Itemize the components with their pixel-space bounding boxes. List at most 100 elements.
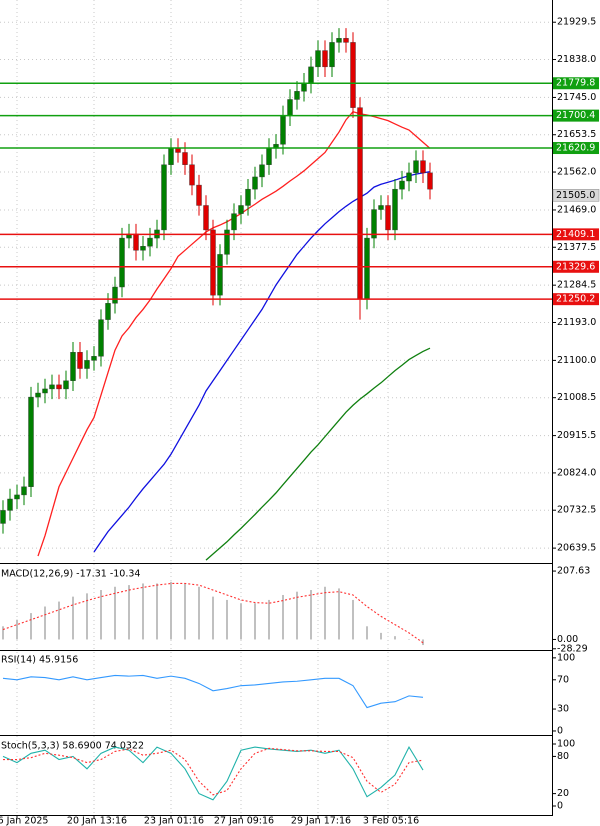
y-tick-label: 21469.0 (557, 204, 596, 215)
candle-body (350, 42, 356, 108)
macd-bar (352, 599, 354, 640)
y-tick-label: 21377.5 (557, 242, 596, 253)
candle-body (427, 172, 433, 190)
candle-body (217, 254, 223, 296)
candle-body (147, 237, 153, 247)
level-label-box (553, 260, 599, 273)
level-label: 21409.1 (556, 229, 595, 240)
level-label-box (553, 293, 599, 306)
candle-body (98, 319, 104, 357)
macd-bar (184, 583, 186, 640)
candle-body (336, 38, 342, 43)
y-tick-label: 20 (557, 788, 569, 799)
y-tick-label: 20824.0 (557, 467, 596, 478)
y-tick-label: 21008.5 (557, 392, 596, 403)
moving-average (93, 170, 431, 553)
candle-body (378, 205, 384, 210)
x-tick-label: 3 Feb 05:16 (363, 816, 419, 826)
macd-bar (170, 581, 172, 640)
level-label-box (553, 142, 599, 155)
candle-body (357, 107, 363, 300)
macd-bar (394, 636, 396, 640)
candle-body (161, 164, 167, 231)
y-tick-label: 100 (557, 652, 575, 663)
candle-body (252, 176, 258, 190)
x-tick-label: 16 Jan 2025 (0, 816, 48, 826)
macd-bar (58, 601, 60, 640)
macd-bar (100, 590, 102, 640)
macd-bar (254, 603, 256, 640)
candle-body (189, 164, 195, 186)
candle-body (315, 50, 321, 68)
candle-body (70, 352, 76, 381)
candle-body (392, 188, 398, 231)
candle-body (175, 148, 181, 153)
candle-body (371, 209, 377, 239)
y-tick-label: 20639.5 (557, 543, 596, 554)
y-tick-label: 21193.0 (557, 317, 596, 328)
macd-bar (310, 590, 312, 640)
candle-body (420, 160, 426, 174)
candle-body (0, 510, 6, 524)
last-price-box (552, 189, 600, 202)
macd-bar (380, 632, 382, 640)
macd-bar (2, 626, 4, 640)
y-tick-label: 21100.0 (557, 355, 596, 366)
x-tick-label: 20 Jan 13:16 (67, 816, 127, 826)
candle-body (364, 237, 370, 300)
candle-body (224, 229, 230, 255)
moving-average (205, 347, 431, 561)
candle-body (301, 82, 307, 92)
candle-body (21, 486, 27, 496)
candle-body (266, 148, 272, 165)
macd-bar (198, 586, 200, 640)
y-tick-label: 0 (557, 801, 563, 812)
candle-body (203, 205, 209, 231)
macd-bar (226, 599, 228, 640)
candle-body (35, 392, 41, 398)
candle-body (49, 384, 55, 390)
level-label: 21250.2 (556, 294, 595, 305)
indicator-line (2, 745, 424, 801)
macd-bar (30, 613, 32, 640)
macd-bar (128, 585, 130, 640)
candle-body (231, 213, 237, 231)
y-tick-label: 21929.5 (557, 17, 596, 28)
level-label-box (553, 109, 599, 122)
candle-body (133, 233, 139, 251)
y-tick-label: 80 (557, 751, 569, 762)
x-tick-label: 29 Jan 17:16 (291, 816, 351, 826)
macd-bar (338, 588, 340, 640)
indicator-title: Stoch(5,3,3) 58.6900 74.0322 (1, 741, 144, 752)
macd-bar (16, 619, 18, 640)
indicator-title: MACD(12,26,9) -17.31 -10.34 (1, 569, 140, 580)
indicator-line (3, 747, 424, 796)
y-tick-label: 21562.0 (557, 167, 596, 178)
indicator-title: RSI(14) 45.9156 (1, 655, 78, 666)
candle-body (280, 115, 286, 145)
macd-bar (44, 606, 46, 640)
y-tick-label: -28.29 (557, 643, 588, 654)
indicator-line (2, 582, 424, 644)
candle-body (91, 356, 97, 361)
candle-body (119, 237, 125, 288)
macd-bar (268, 599, 270, 640)
macd-bar (156, 583, 158, 640)
candle-body (168, 148, 174, 165)
y-tick-label: 70 (557, 674, 569, 685)
candle-body (322, 50, 328, 68)
candle-body (140, 246, 146, 251)
level-label: 21779.8 (556, 78, 595, 89)
candle-body (105, 303, 111, 320)
candle-body (28, 396, 34, 487)
macd-bar (142, 583, 144, 640)
y-tick-label: 207.63 (557, 566, 590, 577)
candle-body (84, 360, 90, 369)
candle-body (77, 352, 83, 369)
y-tick-label: 30 (557, 704, 569, 715)
y-tick-label: 21838.0 (557, 54, 596, 65)
macd-bar (86, 593, 88, 640)
candle-body (343, 38, 349, 43)
y-tick-label: 100 (557, 739, 575, 750)
candle-body (399, 180, 405, 190)
